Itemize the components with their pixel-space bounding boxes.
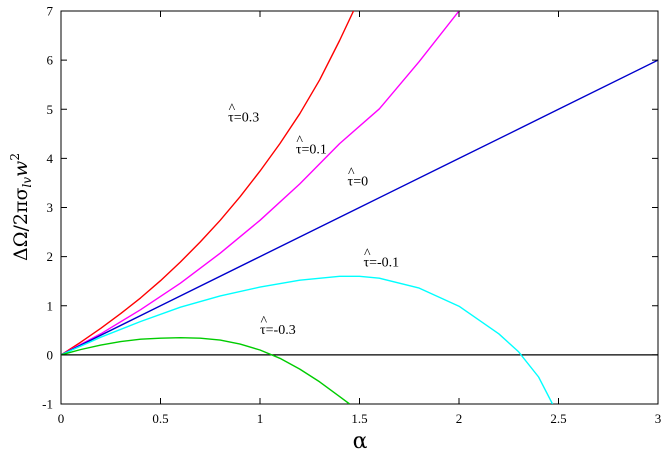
series-line-1 bbox=[61, 11, 460, 356]
x-tick-label: 2 bbox=[456, 411, 463, 426]
series-line-0 bbox=[61, 11, 355, 356]
x-axis-title: α bbox=[353, 429, 368, 454]
curve-label-0: τ=0.3 bbox=[228, 111, 259, 126]
y-axis-title-sup: 2 bbox=[8, 153, 22, 161]
x-tick-label: 0.5 bbox=[152, 411, 168, 426]
y-tick-label: 1 bbox=[47, 298, 54, 313]
y-axis-title-tail: w bbox=[10, 161, 32, 177]
y-tick-label: -1 bbox=[42, 397, 53, 412]
series-line-3 bbox=[61, 275, 554, 404]
y-tick-label: 2 bbox=[47, 249, 54, 264]
y-axis-title-sub: lv bbox=[20, 177, 34, 188]
x-tick-label: 1 bbox=[257, 411, 264, 426]
curve-label-2: τ=0 bbox=[348, 174, 369, 189]
x-tick-label: 3 bbox=[655, 411, 662, 426]
curve-label-hat-3: ^ bbox=[364, 246, 371, 261]
curve-label-4: τ=-0.3 bbox=[260, 323, 296, 338]
y-axis-title-main: ΔΩ/2πσ bbox=[10, 188, 32, 261]
y-tick-label: 3 bbox=[47, 200, 54, 215]
y-tick-label: 5 bbox=[47, 102, 54, 117]
x-tick-label: 2.5 bbox=[550, 411, 566, 426]
y-tick-label: 0 bbox=[47, 347, 54, 362]
y-tick-label: 7 bbox=[47, 4, 54, 19]
series-line-4 bbox=[61, 337, 351, 404]
curve-label-hat-4: ^ bbox=[261, 314, 268, 329]
series-line-2 bbox=[61, 59, 658, 356]
curve-label-3: τ=-0.1 bbox=[363, 255, 399, 270]
curve-label-hat-0: ^ bbox=[229, 102, 236, 117]
curve-label-1: τ=0.1 bbox=[296, 142, 327, 157]
curve-label-hat-2: ^ bbox=[348, 165, 355, 180]
y-tick-label: 6 bbox=[47, 53, 54, 68]
y-tick-label: 4 bbox=[47, 151, 54, 166]
y-axis-title: ΔΩ/2πσlvw2 bbox=[8, 153, 34, 261]
x-tick-label: 0 bbox=[58, 411, 65, 426]
x-tick-label: 1.5 bbox=[351, 411, 367, 426]
curve-label-hat-1: ^ bbox=[296, 133, 303, 148]
